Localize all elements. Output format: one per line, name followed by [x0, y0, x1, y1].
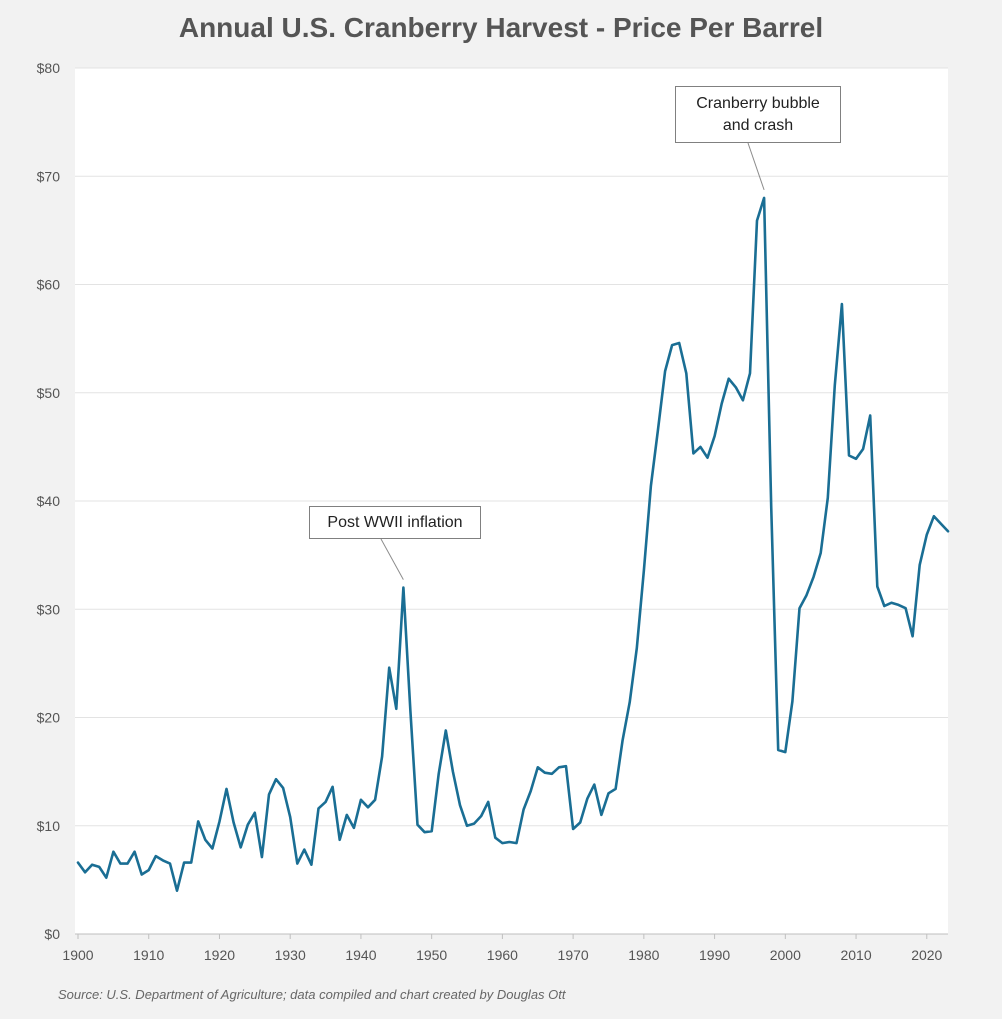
y-tick-label: $80	[37, 60, 61, 76]
y-tick-label: $50	[37, 385, 61, 401]
y-tick-label: $70	[37, 168, 61, 184]
x-tick-label: 2010	[840, 947, 871, 963]
x-tick-label: 2000	[770, 947, 801, 963]
source-note: Source: U.S. Department of Agriculture; …	[58, 987, 566, 1002]
x-tick-label: 1900	[62, 947, 93, 963]
annotation-text: Post WWII inflation	[327, 514, 463, 531]
x-tick-label: 1980	[628, 947, 659, 963]
x-tick-label: 1960	[487, 947, 518, 963]
annotation-text: and crash	[722, 117, 794, 134]
chart-title: Annual U.S. Cranberry Harvest - Price Pe…	[178, 12, 824, 43]
y-tick-label: $30	[37, 601, 61, 617]
annotation-leader-line	[380, 538, 404, 580]
y-tick-label: $40	[37, 493, 61, 509]
annotation-text: Cranberry bubble	[696, 95, 820, 112]
y-tick-label: $20	[37, 710, 61, 726]
x-tick-label: 1920	[204, 947, 235, 963]
series-line	[76, 196, 950, 892]
x-tick-label: 1910	[133, 947, 164, 963]
y-tick-label: $0	[44, 926, 60, 942]
x-tick-label: 2020	[911, 947, 942, 963]
x-tick-label: 1930	[275, 947, 306, 963]
y-tick-label: $10	[37, 818, 61, 834]
annotation-post-wwii-inflation: Post WWII inflation	[309, 506, 481, 539]
annotation-leader-line	[747, 142, 765, 191]
annotation-cranberry-bubble: Cranberry bubble and crash	[675, 86, 841, 143]
x-tick-label: 1990	[699, 947, 730, 963]
y-tick-label: $60	[37, 277, 61, 293]
x-tick-label: 1950	[416, 947, 447, 963]
x-tick-label: 1940	[345, 947, 376, 963]
x-tick-label: 1970	[558, 947, 589, 963]
